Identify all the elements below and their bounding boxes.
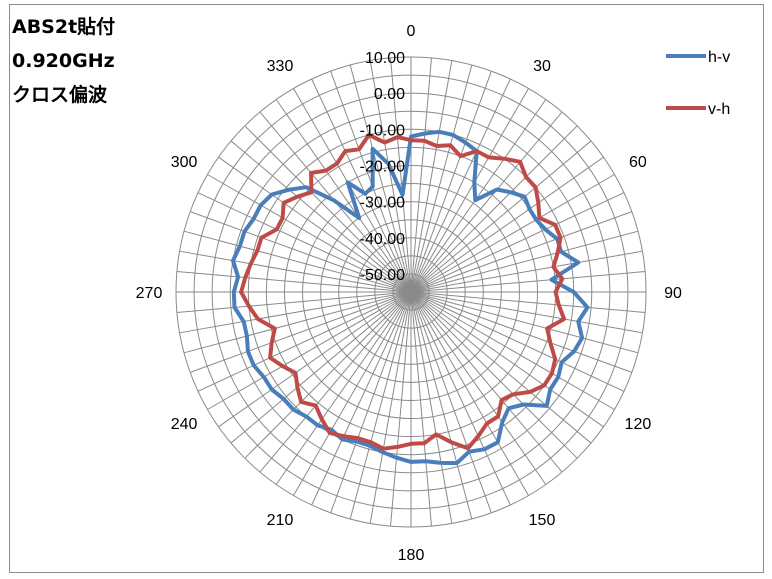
grid-spoke [275,291,412,485]
grid-spoke [410,291,492,514]
grid-spoke [176,291,412,313]
chart-title: ABS2t貼付 0.920GHz クロス偏波 [12,10,115,112]
grid-spoke [244,291,412,459]
grid-spoke [410,140,592,293]
grid-spoke [410,291,473,520]
grid-spoke [218,156,412,293]
grid-spoke [189,291,412,373]
grid-spoke [410,291,633,373]
grid-spoke [410,291,646,313]
title-line-1: ABS2t貼付 [12,16,116,38]
radial-tick-label: -30.00 [360,195,405,212]
grid-spoke [275,99,412,293]
grid-spoke [230,140,412,293]
grid-spoke [410,291,639,354]
grid-spoke [410,211,633,293]
grid-spoke [410,60,453,293]
grid-spoke [183,230,412,293]
angle-tick-label: 330 [267,58,294,75]
angle-tick-label: 60 [629,154,647,171]
grid-spoke [330,291,412,514]
grid-spoke [410,291,432,527]
grid-spoke [410,125,578,293]
series-line-v-h [239,132,567,451]
grid-spoke [244,125,412,293]
grid-spoke [410,57,432,293]
series-layer [231,129,590,466]
angle-tick-label: 90 [664,285,682,302]
grid-spoke [410,291,453,524]
radial-tick-label: 0.00 [374,86,405,103]
grid-spoke [197,291,412,392]
grid-spoke [183,291,412,354]
grid-spoke [349,64,412,293]
angle-tick-label: 210 [267,512,294,529]
radial-tick-label: -10.00 [360,122,405,139]
grid-spoke [218,291,412,428]
grid-spoke [410,70,492,293]
angle-tick-label: 150 [529,512,556,529]
grid-spoke [369,60,412,293]
series-line-h-v [231,129,590,466]
grid-spoke [349,291,412,520]
angle-label-layer: 0 30 60 90 120 150 180 210 240 270 300 330 [136,23,682,564]
grid-spoke [311,291,412,506]
grid-spoke [179,250,412,293]
grid-spoke [176,271,412,293]
legend-label: h-v [708,49,730,66]
title-line-2: 0.920GHz [12,50,115,72]
grid-spoke [410,271,646,293]
grid-spoke [410,192,625,293]
grid-spoke [410,291,625,392]
legend-label: v-h [708,101,730,118]
title-line-3: クロス偏波 [12,84,108,106]
legend: h-v v-h [666,49,730,118]
grid-spoke [410,291,643,334]
grid-spoke [179,291,412,334]
grid-spoke [293,291,412,496]
grid-spoke [410,250,643,293]
grid-spoke [410,291,615,410]
grid-spoke [410,111,563,293]
grid-spoke [410,64,473,293]
grid-spoke [410,156,604,293]
grid-spoke [197,192,412,293]
angle-tick-label: 180 [398,547,425,564]
radial-label-layer: 10.00 0.00 -10.00 -20.00 -30.00 -40.00 -50.00 [360,50,405,284]
grid-spoke [410,291,529,496]
grid-spoke [410,174,615,293]
angle-tick-label: 30 [533,58,551,75]
grid-spoke [410,291,592,444]
angle-tick-label: 0 [407,23,416,40]
grid-spoke [390,57,412,293]
grid-spoke [410,291,511,506]
grid-spoke [259,291,412,473]
grid-spoke [410,291,547,485]
grid-spoke [410,291,563,473]
angle-tick-label: 120 [625,416,652,433]
grid-spoke [410,88,529,293]
grid-spoke [311,78,412,293]
grid-spoke [390,291,412,527]
grid-spoke [410,291,604,428]
grid-spoke [410,99,547,293]
radial-tick-label: -40.00 [360,231,405,248]
radial-tick-label: -50.00 [360,267,405,284]
grid-spoke [189,211,412,293]
chart-frame [9,4,764,573]
grid-spoke [369,291,412,524]
grid-layer [175,56,647,528]
grid-spoke [207,291,412,410]
angle-tick-label: 300 [171,154,198,171]
radial-tick-label: 10.00 [365,50,405,67]
angle-tick-label: 240 [171,416,198,433]
grid-spoke [230,291,412,444]
grid-spoke [410,78,511,293]
grid-spoke [207,174,412,293]
grid-spoke [410,230,639,293]
angle-tick-label: 270 [136,285,163,302]
radial-tick-label: -20.00 [360,159,405,176]
grid-spoke [410,291,578,459]
